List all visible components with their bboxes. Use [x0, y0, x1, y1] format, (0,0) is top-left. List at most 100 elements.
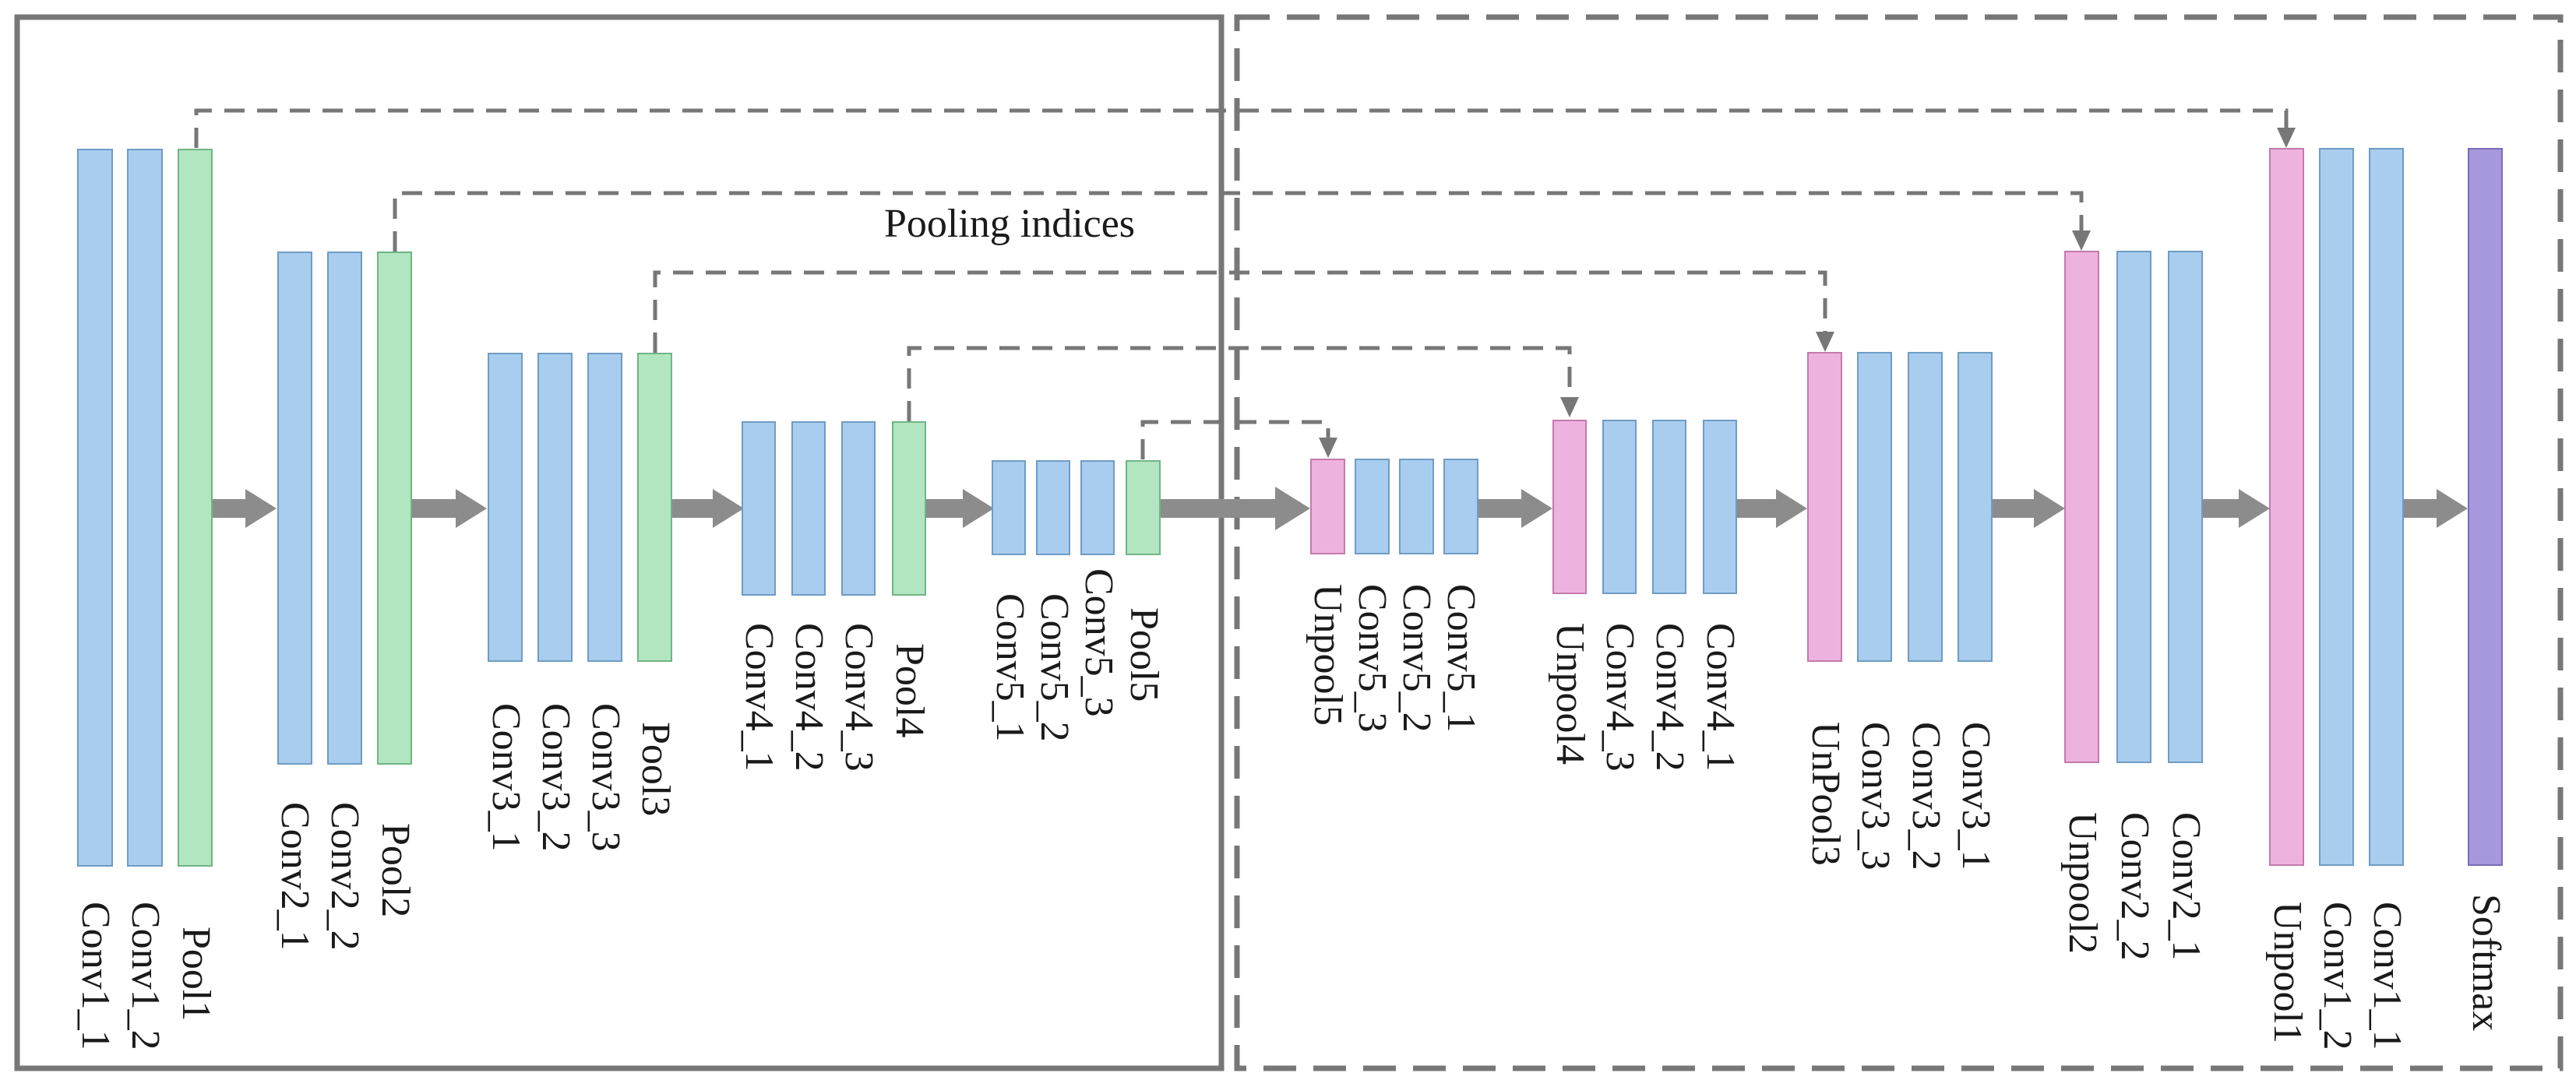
- enc-conv5_3-label: Conv5_3: [1077, 568, 1121, 717]
- dec-conv4_3-label: Conv4_3: [1598, 623, 1642, 772]
- flow-arrow-9: [2202, 489, 2270, 528]
- dec-conv1_2-bar: [2319, 148, 2354, 866]
- enc-pool2-bar: [377, 252, 412, 765]
- dec-softmax-label: Softmax: [2464, 894, 2508, 1031]
- flow-arrow-1: [212, 489, 277, 528]
- enc-conv1_1-bar: [77, 149, 113, 867]
- enc-conv4_1-label: Conv4_1: [737, 623, 781, 772]
- pool-link-2-head: [2072, 230, 2091, 251]
- enc-conv1_2-bar: [127, 149, 163, 867]
- enc-conv3_2-bar: [537, 353, 573, 662]
- dec-conv1_2-label: Conv1_2: [2315, 902, 2359, 1050]
- dec-conv2_1-bar: [2168, 251, 2203, 763]
- decoder-layers: [1310, 148, 2503, 866]
- pooling-index-arrowheads: [1319, 128, 2296, 458]
- dec-softmax-bar: [2468, 148, 2503, 866]
- flow-arrow-5: [1160, 487, 1310, 530]
- encoder-frame: [14, 14, 1225, 1071]
- dec-conv5_1-bar: [1443, 459, 1478, 554]
- dec-conv4_2-bar: [1652, 420, 1686, 594]
- encoder-labels: Conv1_1 Conv1_2 Pool1 Conv2_1 Conv2_2 Po…: [73, 568, 1166, 1050]
- dec-conv3_2-bar: [1908, 352, 1943, 662]
- enc-conv5_2-label: Conv5_2: [1032, 593, 1077, 742]
- flow-arrow-10: [2403, 489, 2468, 528]
- pooling-index-links: [194, 108, 2289, 459]
- dec-conv3_1-bar: [1958, 352, 1993, 662]
- dec-unpool2-bar: [2064, 251, 2099, 763]
- decoder-frame: [1234, 14, 2564, 1071]
- enc-conv3_3-label: Conv3_3: [583, 703, 628, 852]
- enc-conv1_2-label: Conv1_2: [123, 902, 167, 1050]
- enc-conv4_2-label: Conv4_2: [787, 623, 831, 772]
- dec-unpool5-label: Unpool5: [1306, 584, 1350, 726]
- enc-pool3-label: Pool3: [633, 722, 678, 816]
- pool-link-5-head: [1319, 438, 1337, 458]
- enc-conv4_3-label: Conv4_3: [837, 623, 881, 772]
- dec-unpool1-bar: [2269, 148, 2304, 866]
- pool-link-1-head: [2277, 128, 2296, 148]
- enc-conv1_1-label: Conv1_1: [73, 902, 118, 1050]
- flow-arrow-4: [925, 489, 994, 528]
- pool-link-5: [1140, 420, 1330, 459]
- dec-conv3_3-bar: [1857, 352, 1892, 662]
- enc-conv2_1-label: Conv2_1: [273, 802, 317, 951]
- enc-conv5_1-label: Conv5_1: [988, 593, 1032, 742]
- dec-conv5_3-bar: [1355, 459, 1390, 554]
- enc-conv2_1-bar: [277, 252, 312, 765]
- enc-pool4-bar: [892, 421, 926, 596]
- flow-arrow-3: [671, 489, 744, 528]
- enc-pool1-bar: [178, 149, 213, 867]
- enc-conv5_3-bar: [1080, 460, 1115, 555]
- enc-conv2_2-label: Conv2_2: [322, 802, 367, 951]
- flow-arrow-7: [1736, 489, 1807, 528]
- pooling-indices-title: Pooling indices: [884, 202, 1135, 246]
- enc-conv5_2-bar: [1036, 460, 1070, 555]
- dec-conv4_2-label: Conv4_2: [1647, 623, 1692, 772]
- enc-pool3-bar: [637, 353, 672, 662]
- enc-conv4_3-bar: [841, 421, 876, 596]
- enc-conv3_1-bar: [488, 353, 523, 662]
- flow-arrows: [212, 487, 2468, 530]
- dec-conv1_1-label: Conv1_1: [2365, 902, 2409, 1050]
- dec-conv2_2-bar: [2116, 251, 2151, 763]
- enc-conv3_1-label: Conv3_1: [484, 703, 528, 852]
- enc-pool4-label: Pool4: [887, 643, 932, 737]
- dec-conv4_1-label: Conv4_1: [1698, 623, 1743, 772]
- dec-conv3_3-label: Conv3_3: [1853, 722, 1898, 871]
- dec-unpool5-bar: [1310, 459, 1345, 554]
- flow-arrow-2: [411, 489, 487, 528]
- enc-pool5-label: Pool5: [1122, 607, 1166, 702]
- pool-link-4-head: [1560, 397, 1579, 417]
- pool-link-3-head: [1816, 332, 1834, 352]
- dec-conv4_3-bar: [1602, 420, 1637, 594]
- dec-conv2_1-label: Conv2_1: [2164, 812, 2208, 961]
- enc-conv3_2-label: Conv3_2: [534, 703, 578, 852]
- enc-pool2-label: Pool2: [373, 823, 418, 917]
- enc-conv2_2-bar: [327, 252, 362, 765]
- encoder-layers: [77, 149, 1161, 867]
- enc-pool1-label: Pool1: [174, 927, 218, 1021]
- dec-unpool3-label: UnPool3: [1803, 722, 1848, 866]
- dec-conv3_2-label: Conv3_2: [1904, 722, 1948, 871]
- pool-link-4: [907, 346, 1572, 421]
- dec-conv3_1-label: Conv3_1: [1954, 722, 1998, 871]
- dec-conv1_1-bar: [2369, 148, 2404, 866]
- enc-conv4_1-bar: [742, 421, 776, 596]
- decoder-labels: Unpool5 Conv5_3 Conv5_2 Conv5_1 Unpool4 …: [1306, 584, 2508, 1050]
- dec-conv5_1-label: Conv5_1: [1439, 584, 1483, 733]
- dec-unpool2-label: Unpool2: [2060, 812, 2105, 954]
- enc-conv3_3-bar: [587, 353, 622, 662]
- enc-conv5_1-bar: [992, 460, 1026, 555]
- pool-link-1: [194, 108, 2289, 148]
- enc-conv4_2-bar: [791, 421, 826, 596]
- flow-arrow-8: [1992, 489, 2065, 528]
- dec-conv5_2-label: Conv5_2: [1394, 584, 1439, 733]
- pool-link-3: [653, 270, 1827, 353]
- dec-unpool1-label: Unpool1: [2265, 902, 2310, 1043]
- flow-arrow-6: [1478, 489, 1552, 528]
- dec-unpool3-bar: [1807, 352, 1842, 662]
- dec-conv4_1-bar: [1703, 420, 1737, 594]
- dec-unpool4-bar: [1552, 420, 1587, 594]
- pool-link-2: [393, 191, 2084, 252]
